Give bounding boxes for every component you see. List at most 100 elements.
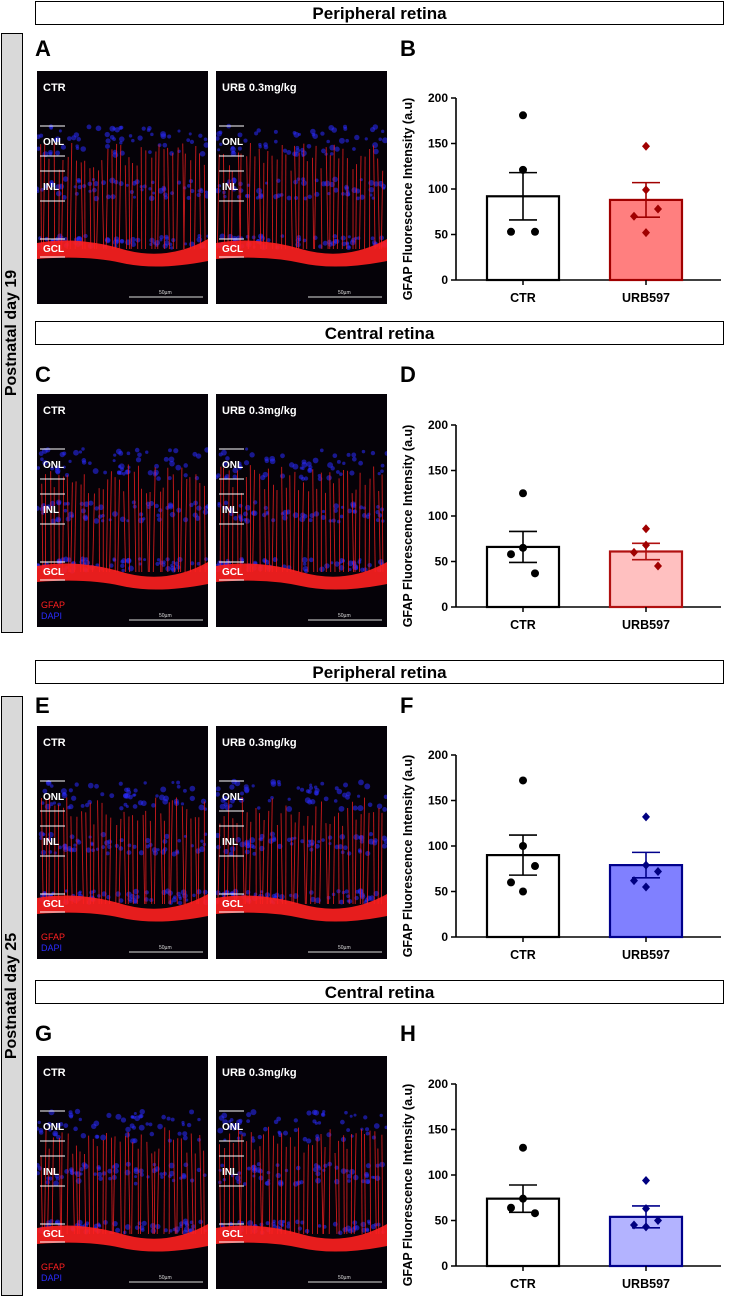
y-tick-label: 200 xyxy=(428,91,448,105)
data-point xyxy=(519,1144,527,1152)
data-point xyxy=(642,1176,650,1185)
layer-label-gcl: GCL xyxy=(222,899,243,910)
y-tick-label: 50 xyxy=(435,885,449,899)
y-tick-label: 100 xyxy=(428,182,448,196)
panel-label-f: F xyxy=(400,695,413,717)
data-point xyxy=(519,111,527,119)
layer-label-onl: ONL xyxy=(43,460,64,471)
micrograph-a-ctr: ONL INL GCL CTR 50µm xyxy=(37,71,208,304)
y-axis-label: GFAP Fluorescence Intensity (a.u) xyxy=(401,755,415,958)
scale-bar-label: 50µm xyxy=(338,613,351,619)
condition-label: URB 0.3mg/kg xyxy=(222,737,297,749)
y-tick-label: 50 xyxy=(435,1214,449,1228)
data-point xyxy=(519,489,527,497)
layer-label-onl: ONL xyxy=(222,137,243,148)
condition-label: URB 0.3mg/kg xyxy=(222,405,297,417)
scale-bar-label: 50µm xyxy=(338,945,351,951)
y-tick-label: 50 xyxy=(435,228,449,242)
condition-label: CTR xyxy=(43,405,66,417)
y-tick-label: 100 xyxy=(428,839,448,853)
chart-f: GFAP Fluorescence Intensity (a.u) 0 50 100 1… xyxy=(396,745,726,970)
layer-label-gcl: GCL xyxy=(43,567,64,578)
y-tick-label: 0 xyxy=(441,273,448,287)
data-point xyxy=(519,776,527,784)
stain-label-gfap: GFAP xyxy=(41,600,65,610)
layer-label-gcl: GCL xyxy=(222,1229,243,1240)
panel-label-d: D xyxy=(400,364,416,386)
scale-bar-label: 50µm xyxy=(338,290,351,296)
y-tick-label: 200 xyxy=(428,1077,448,1091)
stain-label-dapi: DAPI xyxy=(41,611,62,621)
x-tick-label: URB597 xyxy=(622,1277,670,1291)
section-title-central-25: Central retina xyxy=(35,980,724,1004)
data-point xyxy=(642,541,650,550)
y-tick-label: 150 xyxy=(428,464,448,478)
y-tick-label: 200 xyxy=(428,748,448,762)
layer-label-onl: ONL xyxy=(222,460,243,471)
y-tick-label: 100 xyxy=(428,1168,448,1182)
y-tick-label: 200 xyxy=(428,418,448,432)
micrograph-c-urb: ONL INL GCL URB 0.3mg/kg 50µm xyxy=(216,394,387,627)
panel-label-g: G xyxy=(35,1023,52,1045)
stain-label-gfap: GFAP xyxy=(41,1262,65,1272)
scale-bar-label: 50µm xyxy=(338,1275,351,1281)
layer-label-onl: ONL xyxy=(43,137,64,148)
micrograph-a-urb: ONL INL GCL URB 0.3mg/kg 50µm xyxy=(216,71,387,304)
data-point xyxy=(642,185,650,194)
x-tick-label: CTR xyxy=(510,1277,536,1291)
condition-label: CTR xyxy=(43,82,66,94)
data-point xyxy=(531,1209,539,1217)
data-point xyxy=(507,550,515,558)
layer-label-gcl: GCL xyxy=(43,1229,64,1240)
panel-label-e: E xyxy=(35,695,50,717)
layer-label-inl: INL xyxy=(43,837,59,848)
y-axis-label: GFAP Fluorescence Intensity (a.u) xyxy=(401,98,415,301)
layer-label-inl: INL xyxy=(222,837,238,848)
stain-label-dapi: DAPI xyxy=(41,943,62,953)
x-tick-label: CTR xyxy=(510,291,536,305)
condition-label: URB 0.3mg/kg xyxy=(222,82,297,94)
x-tick-label: URB597 xyxy=(622,618,670,632)
layer-label-inl: INL xyxy=(222,182,238,193)
data-point xyxy=(507,878,515,886)
layer-label-gcl: GCL xyxy=(43,899,64,910)
data-point xyxy=(519,1195,527,1203)
data-point xyxy=(531,228,539,236)
group-bar-day25: Postnatal day 25 xyxy=(1,696,23,1296)
data-point xyxy=(642,524,650,533)
layer-label-gcl: GCL xyxy=(222,244,243,255)
data-point xyxy=(507,228,515,236)
stain-label-gfap: GFAP xyxy=(41,932,65,942)
layer-label-inl: INL xyxy=(43,182,59,193)
data-point xyxy=(642,812,650,821)
layer-label-gcl: GCL xyxy=(222,567,243,578)
layer-label-inl: INL xyxy=(222,505,238,516)
y-tick-label: 50 xyxy=(435,555,449,569)
y-tick-label: 150 xyxy=(428,1123,448,1137)
group-bar-day19: Postnatal day 19 xyxy=(1,33,23,633)
layer-label-inl: INL xyxy=(222,1167,238,1178)
panel-label-a: A xyxy=(35,38,51,60)
scale-bar-label: 50µm xyxy=(159,290,172,296)
group-label-day25: Postnatal day 25 xyxy=(3,933,21,1059)
condition-label: CTR xyxy=(43,1067,66,1079)
data-point xyxy=(531,569,539,577)
data-point xyxy=(519,842,527,850)
y-axis-label: GFAP Fluorescence Intensity (a.u) xyxy=(401,1084,415,1287)
layer-label-onl: ONL xyxy=(43,792,64,803)
y-tick-label: 150 xyxy=(428,794,448,808)
panel-label-c: C xyxy=(35,364,51,386)
x-tick-label: URB597 xyxy=(622,948,670,962)
layer-label-gcl: GCL xyxy=(43,244,64,255)
y-tick-label: 0 xyxy=(441,930,448,944)
stain-label-dapi: DAPI xyxy=(41,1273,62,1283)
data-point xyxy=(519,166,527,174)
layer-label-inl: INL xyxy=(43,505,59,516)
data-point xyxy=(642,142,650,151)
